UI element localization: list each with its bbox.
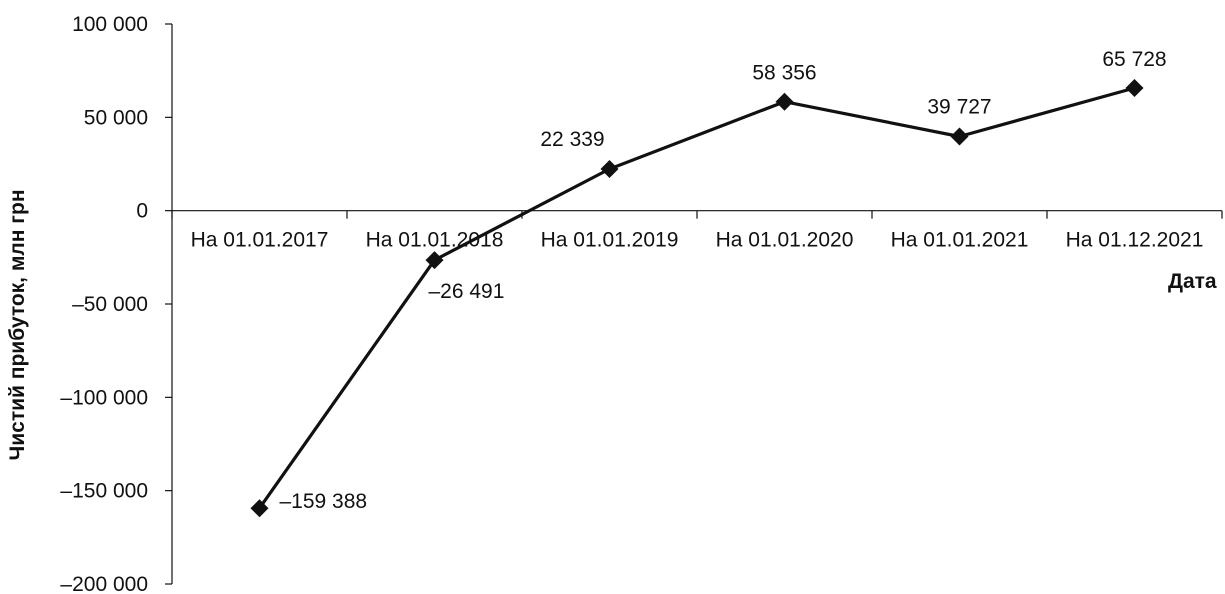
data-point-marker [775, 92, 794, 111]
x-axis-category-labels: На 01.01.2017 На 01.01.2018 На 01.01.2019 Н… [191, 229, 1204, 252]
x-category-label: На 01.01.2018 [366, 229, 504, 252]
data-point-marker [425, 251, 444, 270]
y-tick-label: –200 000 [60, 573, 148, 594]
data-point-marker [950, 127, 969, 146]
data-label: –26 491 [429, 280, 505, 303]
y-tick-label: –50 000 [72, 293, 148, 316]
x-category-label: На 01.12.2021 [1066, 229, 1204, 252]
x-category-label: На 01.01.2021 [891, 229, 1029, 252]
x-axis-title: Дата [1168, 270, 1217, 293]
x-category-label: На 01.01.2017 [191, 229, 329, 252]
data-label: –159 388 [280, 490, 368, 513]
series-line [258, 86, 1135, 510]
data-point-marker [250, 499, 269, 518]
y-tick-label: –150 000 [60, 480, 148, 503]
data-label: 65 728 [1102, 48, 1166, 71]
axes [165, 23, 1223, 585]
y-axis-tick-labels: 100 000 50 000 0 –50 000 –100 000 –150 000 –20… [60, 13, 148, 594]
data-label: 22 339 [540, 128, 604, 151]
y-tick-label: 100 000 [72, 13, 148, 36]
data-point-marker [600, 159, 619, 178]
y-tick-label: 0 [136, 200, 148, 223]
x-category-label: На 01.01.2020 [716, 229, 854, 252]
series-net-profit [250, 78, 1144, 518]
y-axis-title: Чистий прибуток, млн грн [6, 189, 29, 460]
data-label: 58 356 [752, 62, 816, 85]
y-tick-label: –100 000 [60, 386, 148, 409]
y-tick-label: 50 000 [84, 106, 148, 129]
x-category-label: На 01.01.2019 [541, 229, 679, 252]
data-label: 39 727 [927, 96, 991, 119]
data-labels: –159 388 –26 491 22 339 58 356 39 727 65 728 [280, 48, 1167, 513]
data-point-marker [1125, 78, 1144, 97]
